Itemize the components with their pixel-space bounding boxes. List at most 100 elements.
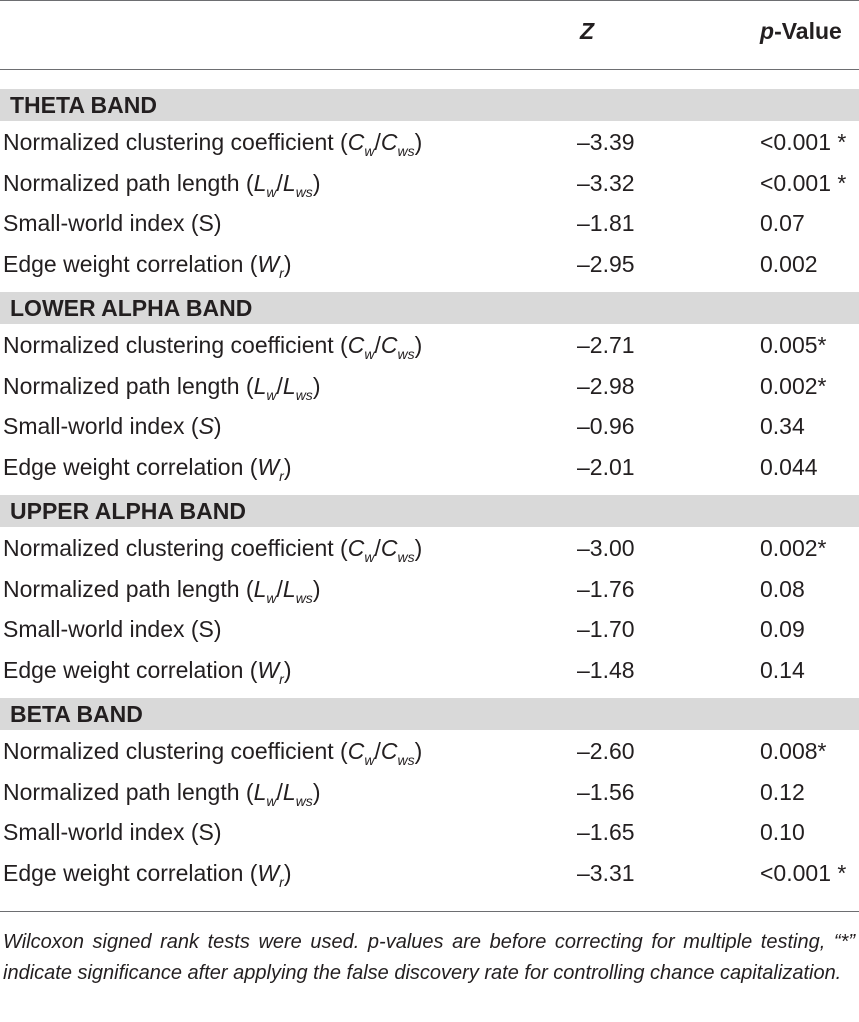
label-text: / — [374, 738, 381, 764]
label-text: Normalized clustering coefficient ( — [3, 129, 348, 155]
band-title: LOWER ALPHA BAND — [10, 295, 253, 321]
label-text: ) — [312, 372, 321, 399]
label-text: ) — [213, 413, 222, 439]
p-value: 0.07 — [760, 210, 805, 236]
row-label: Small-world index (S) — [3, 616, 222, 643]
row-label: Edge weight correlation (Wr) — [3, 860, 291, 890]
label-math: C — [347, 535, 365, 561]
label-text: / — [374, 332, 381, 358]
label-subscript: r — [279, 467, 284, 484]
label-math: L — [253, 778, 267, 805]
p-value: <0.001 * — [760, 129, 847, 155]
row-label: Normalized path length (Lw/Lws) — [3, 576, 320, 606]
label-subscript: w — [266, 589, 277, 606]
row-label: Normalized path length (Lw/Lws) — [3, 779, 320, 809]
label-subscript: ws — [397, 143, 415, 159]
label-math: C — [347, 738, 365, 764]
label-text: Normalized path length ( — [3, 169, 254, 196]
column-header-p-italic: p — [760, 18, 775, 44]
label-text: ) — [312, 575, 321, 602]
table-row: Edge weight correlation (Wr) –1.48 0.14 — [0, 651, 859, 691]
z-value: –1.65 — [577, 819, 635, 845]
p-value: <0.001 * — [760, 169, 847, 196]
label-text: Normalized path length ( — [3, 575, 254, 602]
label-math: C — [380, 332, 398, 358]
table-row: Small-world index (S) –1.70 0.09 — [0, 610, 859, 650]
label-text: ) — [312, 778, 321, 805]
label-text: Edge weight correlation ( — [3, 656, 258, 683]
row-label: Normalized clustering coefficient (Cw/Cw… — [3, 332, 422, 362]
z-value: –2.98 — [577, 372, 635, 399]
p-value: 0.14 — [760, 656, 805, 683]
label-subscript: ws — [295, 183, 313, 200]
label-text: ) — [283, 250, 292, 277]
row-label: Small-world index (S) — [3, 210, 222, 237]
label-subscript: w — [266, 792, 277, 809]
row-label: Edge weight correlation (Wr) — [3, 251, 291, 281]
label-math: C — [380, 129, 398, 155]
label-math: L — [253, 575, 267, 602]
top-rule — [0, 0, 859, 1]
label-subscript: ws — [397, 549, 415, 565]
p-value: 0.044 — [760, 453, 818, 480]
label-subscript: w — [364, 549, 375, 565]
label-subscript: ws — [397, 752, 415, 768]
label-text: Normalized clustering coefficient ( — [3, 535, 348, 561]
label-text: ) — [283, 859, 292, 886]
p-value: 0.002* — [760, 535, 827, 561]
z-value: –3.00 — [577, 535, 635, 561]
p-value: 0.08 — [760, 575, 805, 602]
z-value: –1.48 — [577, 656, 635, 683]
label-text: Edge weight correlation ( — [3, 453, 258, 480]
label-math: W — [257, 453, 280, 480]
band-title: THETA BAND — [10, 92, 157, 118]
p-value: <0.001 * — [760, 859, 847, 886]
label-subscript: w — [364, 752, 375, 768]
p-value: 0.002 — [760, 250, 818, 277]
label-text: ) — [283, 453, 292, 480]
z-value: –2.95 — [577, 250, 635, 277]
label-math: L — [282, 778, 296, 805]
bottom-rule — [0, 911, 859, 912]
p-value: 0.10 — [760, 819, 805, 845]
p-value: 0.09 — [760, 616, 805, 642]
label-math: L — [253, 372, 267, 399]
table-row: Normalized path length (Lw/Lws) –1.56 0.12 — [0, 773, 859, 813]
label-math: L — [282, 575, 296, 602]
p-value: 0.008* — [760, 738, 827, 764]
column-header-z: Z — [580, 18, 595, 44]
column-header-p-value: p-Value — [760, 18, 842, 45]
band-title: UPPER ALPHA BAND — [10, 498, 246, 524]
label-text: / — [276, 372, 283, 399]
label-subscript: r — [279, 873, 284, 890]
p-value: 0.34 — [760, 413, 805, 439]
z-value: –2.60 — [577, 738, 635, 764]
row-label: Normalized clustering coefficient (Cw/Cw… — [3, 535, 422, 565]
label-math: W — [257, 859, 280, 886]
table-row: Normalized clustering coefficient (Cw/Cw… — [0, 123, 859, 163]
row-label: Small-world index (S) — [3, 413, 222, 440]
label-math: W — [257, 656, 280, 683]
table-row: Small-world index (S) –1.65 0.10 — [0, 813, 859, 853]
label-math: L — [282, 169, 296, 196]
label-text: ) — [414, 535, 423, 561]
label-subscript: ws — [295, 792, 313, 809]
label-text: / — [374, 535, 381, 561]
label-text: Normalized path length ( — [3, 372, 254, 399]
table-row: Normalized path length (Lw/Lws) –2.98 0.00… — [0, 367, 859, 407]
z-value: –2.71 — [577, 332, 635, 358]
band-header: THETA BAND — [0, 89, 859, 121]
table-row: Small-world index (S) –1.81 0.07 — [0, 204, 859, 244]
row-label: Small-world index (S) — [3, 819, 222, 846]
table-row: Normalized clustering coefficient (Cw/Cw… — [0, 732, 859, 772]
table-footnote: Wilcoxon signed rank tests were used. p-… — [3, 931, 855, 984]
table-row: Edge weight correlation (Wr) –2.95 0.002 — [0, 245, 859, 285]
z-value: –2.01 — [577, 453, 635, 480]
label-text: Normalized clustering coefficient ( — [3, 738, 348, 764]
row-label: Normalized clustering coefficient (Cw/Cw… — [3, 738, 422, 768]
label-text: ) — [283, 656, 292, 683]
row-label: Normalized clustering coefficient (Cw/Cw… — [3, 129, 422, 159]
table-row: Normalized clustering coefficient (Cw/Cw… — [0, 326, 859, 366]
p-value: 0.005* — [760, 332, 827, 358]
label-text: Edge weight correlation ( — [3, 859, 258, 886]
